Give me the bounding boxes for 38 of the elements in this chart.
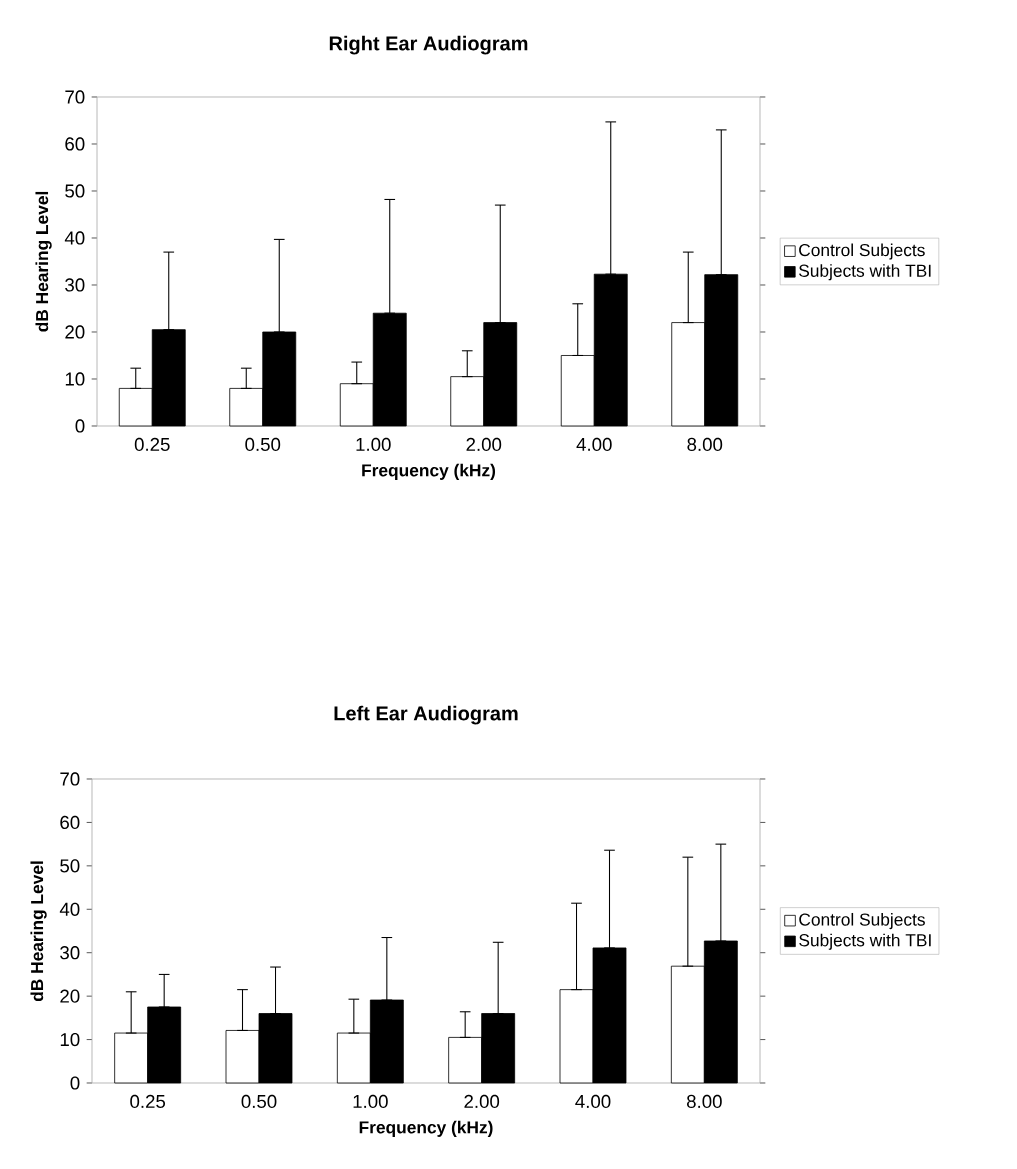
x-tick-label: 0.25 [134, 437, 170, 452]
y-tick-label: 60 [60, 815, 80, 830]
x-tick-label: 4.00 [575, 1094, 611, 1109]
y-tick-label: 60 [65, 137, 85, 151]
y-axis-title: dB Hearing Level [30, 861, 47, 1002]
y-axis-title: dB Hearing Level [35, 191, 52, 332]
y-tick-label: 70 [60, 772, 80, 786]
x-tick-label: 2.00 [464, 1094, 500, 1109]
x-tick-label: 0.50 [241, 1094, 277, 1109]
x-tick-label: 4.00 [576, 437, 612, 452]
legend-label: Control Subjects [799, 243, 925, 260]
x-tick-label: 1.00 [353, 1094, 388, 1109]
y-tick-label: 10 [65, 372, 85, 386]
y-tick-label: 20 [65, 325, 85, 339]
y-tick-label: 30 [65, 278, 85, 292]
x-tick-label: 2.00 [466, 437, 502, 452]
y-tick-label: 10 [60, 1032, 80, 1047]
chart-title: Right Ear Audiogram [329, 35, 528, 55]
y-tick-label: 50 [60, 859, 80, 873]
legend-label: Subjects with TBI [799, 264, 931, 281]
y-tick-label: 40 [64, 231, 85, 245]
x-axis-title: Frequency (kHz) [362, 463, 496, 480]
legend-label: Control Subjects [799, 912, 925, 930]
y-tick-label: 20 [60, 989, 80, 1003]
legend-label: Subjects with TBI [799, 933, 931, 950]
x-tick-label: 8.00 [687, 437, 723, 452]
x-tick-label: 8.00 [686, 1094, 722, 1109]
y-tick-label: 0 [70, 1076, 80, 1090]
x-tick-label: 1.00 [356, 437, 391, 452]
x-tick-label: 0.50 [245, 437, 281, 452]
y-tick-label: 70 [65, 90, 85, 104]
y-tick-label: 0 [75, 419, 85, 433]
y-tick-label: 30 [60, 946, 80, 960]
chart-title: Left Ear Audiogram [334, 705, 518, 725]
y-tick-label: 40 [59, 902, 80, 916]
x-axis-title: Frequency (kHz) [359, 1120, 493, 1137]
y-tick-label: 50 [65, 184, 85, 198]
x-tick-label: 0.25 [130, 1094, 166, 1109]
